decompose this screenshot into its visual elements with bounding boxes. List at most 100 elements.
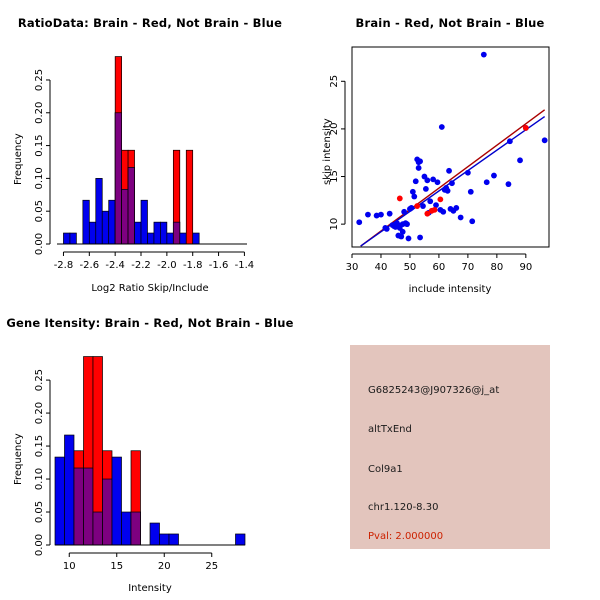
scatter-point-blue	[427, 198, 434, 205]
histogram-bar-blue	[64, 434, 75, 546]
ratio-histogram-title: RatioData: Brain - Red, Not Brain - Blue	[17, 16, 283, 30]
panel-gene-histogram: Gene Itensity: Brain - Red, Not Brain - …	[0, 300, 300, 600]
histogram-bar-blue	[134, 221, 142, 245]
histogram-bar-red	[185, 149, 194, 245]
scatter-point-blue	[415, 165, 422, 171]
histogram-bar-overlap	[127, 167, 135, 245]
scatter-point-blue	[373, 212, 380, 219]
scatter-point-blue	[411, 193, 418, 200]
scatter-point-red	[424, 210, 431, 217]
gene-histogram-ylabel: Frequency	[13, 433, 24, 485]
histogram-bar-overlap	[83, 467, 94, 546]
scatter-point-blue	[417, 234, 423, 241]
scatter-point-blue	[430, 176, 437, 183]
scatter-point-red	[437, 196, 444, 203]
x-tick-label: 10	[63, 561, 76, 572]
scatter-point-blue	[506, 138, 513, 145]
scatter-point-blue	[420, 203, 426, 209]
histogram-bar-blue	[101, 210, 110, 245]
x-tick-label: -1.6	[209, 260, 229, 271]
scatter-point-blue	[464, 169, 471, 176]
y-tick-label: 0.20	[34, 102, 45, 124]
ratio-histogram-ylabel: Frequency	[13, 133, 24, 185]
scatter-point-blue	[412, 178, 419, 185]
histogram-bar-blue	[82, 199, 90, 245]
scatter-point-blue	[401, 208, 408, 215]
x-tick-label: -2.8	[54, 260, 74, 271]
x-tick-label: 70	[462, 262, 475, 273]
histogram-bar-overlap	[73, 467, 84, 546]
ratio-histogram-plot: 0.00 0.05 0.10 0.15 0.20 0.25 -2.8 -2.6 -2.4 -2.2…	[34, 56, 255, 271]
x-tick-label: 30	[346, 262, 359, 273]
histogram-bar-blue	[108, 199, 116, 245]
scatter-point-blue	[438, 124, 445, 130]
panel-annotation-info: G6825243@J907326@j_at altTxEnd Col9a1 ch…	[350, 345, 550, 549]
y-tick-label: 0.05	[34, 501, 45, 523]
scatter-point-blue	[480, 51, 487, 58]
scatter-point-blue	[505, 181, 512, 188]
scatter-point-red	[522, 125, 529, 131]
scatter-point-blue	[446, 167, 452, 174]
annotation-probe-id: G6825243@J907326@j_at	[368, 385, 500, 396]
histogram-bar-blue	[160, 221, 168, 245]
scatter-plot: 10 15 20 25 30 40 50 60 70 80 90	[329, 46, 550, 273]
y-tick-label: 0.25	[34, 69, 45, 91]
y-tick-label: 0.20	[34, 402, 45, 424]
x-tick-label: 80	[490, 262, 503, 273]
y-tick-label: 0.15	[34, 435, 45, 457]
histogram-bar-blue	[153, 221, 161, 245]
y-tick-label: 20	[329, 123, 340, 136]
scatter-point-blue	[541, 137, 548, 144]
scatter-point-red	[431, 206, 438, 213]
regression-line	[360, 109, 546, 247]
histogram-bar-overlap	[172, 221, 181, 245]
x-tick-label: 60	[433, 262, 446, 273]
scatter-point-blue	[467, 188, 474, 195]
scatter-point-blue	[440, 208, 447, 215]
x-tick-label: -2.2	[131, 260, 151, 271]
x-tick-label: -2.0	[157, 260, 177, 271]
annotation-gene-symbol: Col9a1	[368, 464, 403, 475]
y-tick-label: 15	[329, 170, 340, 183]
scatter-xlabel: include intensity	[408, 284, 492, 295]
panel-ratio-histogram: RatioData: Brain - Red, Not Brain - Blue…	[0, 0, 300, 300]
histogram-bar-overlap	[130, 511, 141, 546]
ratio-histogram-xlabel: Log2 Ratio Skip/Include	[91, 283, 209, 294]
y-tick-label: 0.10	[34, 167, 45, 189]
histogram-bar-blue	[69, 232, 77, 245]
y-tick-label: 0.10	[34, 468, 45, 490]
scatter-point-blue	[398, 233, 405, 240]
scatter-point-blue	[433, 202, 439, 208]
x-tick-label: 25	[205, 561, 218, 572]
x-tick-label: 15	[110, 561, 123, 572]
scatter-point-blue	[449, 180, 455, 187]
histogram-bar-blue	[121, 511, 132, 546]
gene-histogram-xlabel: Intensity	[128, 583, 172, 594]
histogram-bar-blue	[159, 533, 170, 546]
histogram-bar-blue	[54, 456, 65, 546]
gene-histogram-title: Gene Itensity: Brain - Red, Not Brain - …	[6, 316, 294, 330]
histogram-bar-overlap	[102, 478, 113, 546]
plot-box	[351, 46, 550, 248]
histogram-bar-blue	[179, 232, 187, 245]
x-tick-label: 90	[519, 262, 532, 273]
scatter-point-blue	[422, 186, 429, 192]
histogram-bar-blue	[235, 533, 246, 546]
histogram-bar-blue	[95, 178, 103, 245]
scatter-point-blue	[483, 179, 490, 186]
histogram-bar-blue	[63, 232, 71, 245]
scatter-point-blue	[378, 211, 384, 218]
x-tick-label: 50	[404, 262, 417, 273]
x-tick-label: -1.4	[235, 260, 255, 271]
annotation-background	[350, 345, 550, 549]
histogram-bar-blue	[149, 522, 160, 546]
histogram-bar-blue	[140, 199, 148, 245]
scatter-point-blue	[517, 157, 523, 164]
scatter-point-blue	[365, 211, 371, 218]
scatter-point-blue	[434, 179, 441, 186]
y-tick-label: 0.00	[34, 233, 45, 255]
scatter-point-blue	[408, 205, 415, 211]
histogram-bar-overlap	[92, 511, 103, 546]
scatter-point-blue	[444, 187, 451, 194]
scatter-ylabel: skip intensity	[322, 118, 333, 185]
